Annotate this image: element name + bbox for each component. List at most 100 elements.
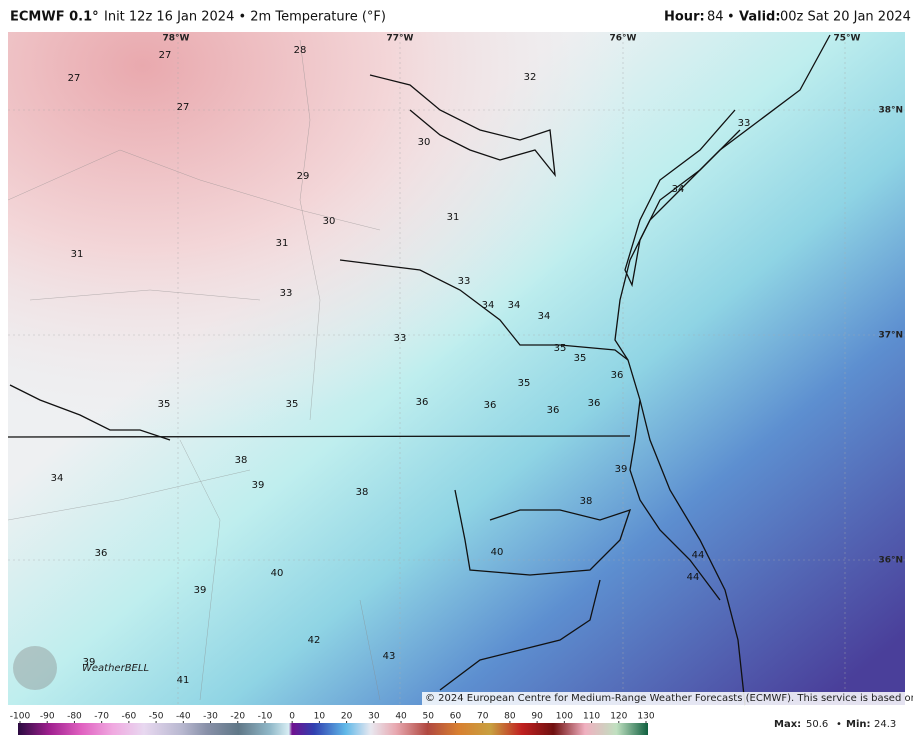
title: Init 12z 16 Jan 2024 • 2m Temperature (°… (104, 10, 386, 25)
logo-badge (13, 646, 57, 690)
temperature: 38 (235, 455, 248, 466)
temperature: 40 (271, 568, 284, 579)
coastlines (9, 34, 831, 706)
colorbar (18, 723, 648, 735)
temperature: 33 (394, 333, 407, 344)
valid: 00z Sat 20 Jan 2024 (780, 10, 911, 25)
temperature: 41 (177, 675, 190, 686)
colorbar-tick-label: 100 (556, 712, 573, 722)
temperature: 33 (280, 288, 293, 299)
longitude-label: 76°W (610, 34, 637, 44)
warm-shading (8, 32, 905, 705)
colorbar-tick-label: 50 (423, 712, 435, 722)
colorbar-tick-label: -90 (40, 712, 55, 722)
temperature: 30 (323, 216, 336, 227)
latitude-label: 37°N (878, 331, 903, 341)
latitude-label: 38°N (878, 106, 903, 116)
colorbar-tick-label: -80 (67, 712, 82, 722)
colorbar-tick-label: -100 (10, 712, 31, 722)
temperature: 36 (416, 397, 429, 408)
longitude-label: 75°W (834, 34, 861, 44)
colorbar-tick-label: -70 (94, 712, 109, 722)
temperature: 38 (356, 487, 369, 498)
temperature: 36 (484, 400, 497, 411)
model: ECMWF 0.1° (10, 10, 99, 25)
latitude-label: 36°N (878, 556, 903, 566)
temperature: 33 (738, 118, 751, 129)
temperature: 39 (194, 585, 207, 596)
temperature: 44 (687, 572, 700, 583)
temperature: 31 (71, 249, 84, 260)
temperature: 42 (308, 635, 321, 646)
colorbar-tick-label: 20 (341, 712, 353, 722)
temperature: 27 (68, 73, 81, 84)
temperature: 39 (83, 657, 96, 668)
colorbar-tick-label: -20 (230, 712, 245, 722)
temperature: 31 (276, 238, 289, 249)
county-lines (7, 39, 381, 701)
temperature: 35 (286, 399, 299, 410)
map: WeatherBELL © 2024 European Centre for M… (7, 32, 913, 706)
graticule (8, 32, 905, 705)
temperature: 27 (177, 102, 190, 113)
temperature: 32 (524, 72, 537, 83)
temperature: 34 (508, 300, 521, 311)
header: ECMWF 0.1° Init 12z 16 Jan 2024 • 2m Tem… (10, 10, 911, 25)
temperature: 34 (672, 184, 685, 195)
max: 50.6 (806, 719, 828, 730)
colorbar-tick-label: -60 (122, 712, 137, 722)
colorbar-tick-label: 30 (368, 712, 380, 722)
hour-label: Hour: (664, 10, 705, 25)
longitude-label: 77°W (387, 34, 414, 44)
colorbar-tick-label: 0 (289, 712, 295, 722)
max-label: Max: (774, 719, 801, 730)
colorbar-tick-label: -50 (149, 712, 164, 722)
min: 24.3 (874, 719, 896, 730)
separator: • (727, 10, 735, 25)
temperature: 43 (383, 651, 396, 662)
colorbar-tick-label: -10 (258, 712, 273, 722)
temperature: 35 (158, 399, 171, 410)
copyright-box (422, 692, 905, 705)
temperature: 34 (538, 311, 551, 322)
logo: WeatherBELL (82, 663, 149, 674)
temperature: 36 (588, 398, 601, 409)
temperature: 35 (518, 378, 531, 389)
temperature: 36 (547, 405, 560, 416)
colorbar-tick-label: -30 (203, 712, 218, 722)
temperature: 31 (447, 212, 460, 223)
hour: 84 (707, 10, 724, 25)
colorbar-tick-label: -40 (176, 712, 191, 722)
temperature: 35 (574, 353, 587, 364)
temperature: 36 (611, 370, 624, 381)
temperature: 28 (294, 45, 307, 56)
colorbar-tick-label: 70 (477, 712, 489, 722)
copyright: © 2024 European Centre for Medium-Range … (425, 693, 913, 704)
temperature: 33 (458, 276, 471, 287)
colorbar-tick-label: 120 (610, 712, 627, 722)
temperature: 30 (418, 137, 431, 148)
colorbar-tick-label: 80 (504, 712, 516, 722)
longitude-label: 78°W (163, 34, 190, 44)
temperature: 27 (159, 50, 172, 61)
colorbar-tick-label: 10 (314, 712, 326, 722)
min-label: Min: (846, 719, 871, 730)
state-border (7, 435, 631, 438)
colorbar-tick-label: 60 (450, 712, 462, 722)
colorbar-tick-label: 110 (583, 712, 600, 722)
temperature: 38 (580, 496, 593, 507)
separator: • (836, 719, 842, 730)
colorbar-tick-label: 90 (531, 712, 543, 722)
colorbar-tick-label: 40 (395, 712, 407, 722)
temperature: 36 (95, 548, 108, 559)
temperature: 39 (615, 464, 628, 475)
temperature: 34 (482, 300, 495, 311)
footer: Max: 50.6 • Min: 24.3 (774, 719, 896, 730)
temperature: 39 (252, 480, 265, 491)
valid-label: Valid: (739, 10, 781, 25)
temperature: 35 (554, 343, 567, 354)
temperature: 40 (491, 547, 504, 558)
temperature: 29 (297, 171, 310, 182)
colorbar-tick-label: 130 (637, 712, 654, 722)
